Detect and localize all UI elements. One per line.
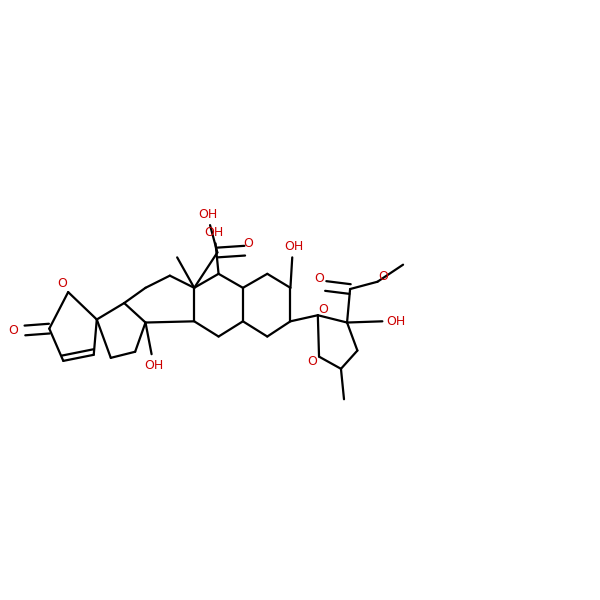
Text: O: O xyxy=(318,302,328,316)
Text: O: O xyxy=(307,355,317,368)
Text: O: O xyxy=(57,277,67,290)
Text: O: O xyxy=(8,324,17,337)
Text: O: O xyxy=(243,237,253,250)
Text: OH: OH xyxy=(204,226,223,239)
Text: OH: OH xyxy=(199,208,218,221)
Text: O: O xyxy=(315,272,325,285)
Text: O: O xyxy=(379,271,389,283)
Text: OH: OH xyxy=(386,315,406,328)
Text: OH: OH xyxy=(284,240,304,253)
Text: OH: OH xyxy=(144,359,163,371)
